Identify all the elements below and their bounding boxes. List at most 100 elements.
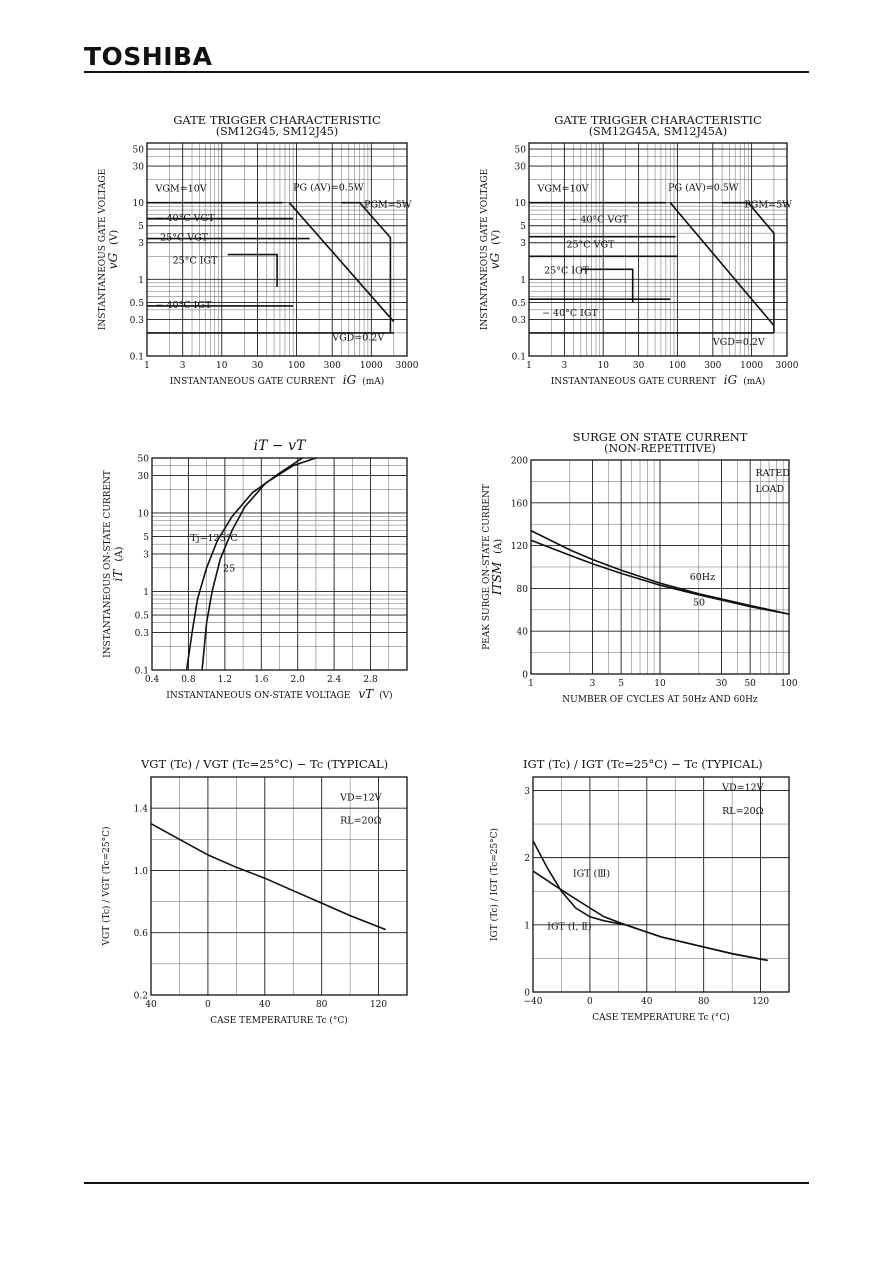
annotation-label: RL=20Ω bbox=[340, 816, 382, 827]
series-line-2 bbox=[201, 457, 317, 671]
annotation-label: 60Hz bbox=[690, 572, 715, 583]
chart-surge-current: SURGE ON STATE CURRENT(NON-REPETITIVE) 1 3… bbox=[482, 430, 798, 705]
chart-grid bbox=[530, 459, 790, 675]
annotation-label: 25 bbox=[223, 563, 235, 574]
chart-title: VGT (Tc) / VGT (Tc=25°C) − Tc (TYPICAL) bbox=[140, 757, 388, 771]
x-tick-label: 80 bbox=[316, 1000, 328, 1010]
y-tick-label: 0.2 bbox=[134, 992, 148, 1002]
chart-igt-vs-tc: IGT (Tc) / IGT (Tc=25°C) − Tc (TYPICAL) −… bbox=[489, 757, 790, 1023]
y-tick-label: 50 bbox=[138, 455, 150, 465]
annotation-label: 25°C VGT bbox=[566, 240, 615, 251]
series-line-8 bbox=[341, 201, 392, 333]
y-tick-label: 0.6 bbox=[134, 929, 149, 939]
chart-gate-trigger-a: GATE TRIGGER CHARACTERISTIC(SM12G45, SM1… bbox=[98, 113, 419, 387]
x-tick-label: 40 bbox=[145, 1000, 157, 1010]
plot-frame bbox=[532, 776, 790, 993]
x-tick-label: −40 bbox=[524, 997, 543, 1007]
chart-title: SURGE ON STATE CURRENT bbox=[573, 430, 748, 444]
chart-grid bbox=[150, 777, 407, 996]
y-tick-label: 30 bbox=[515, 163, 527, 173]
x-axis-label: CASE TEMPERATURE Tc (°C) bbox=[210, 1015, 348, 1026]
x-tick-label: 300 bbox=[704, 361, 721, 371]
y-axis-unit: vG(V) bbox=[106, 230, 120, 269]
x-axis-label: INSTANTANEOUS ON-STATE VOLTAGE vT (V) bbox=[166, 687, 392, 701]
x-tick-label: 2.8 bbox=[363, 675, 378, 685]
chart-gate-trigger-b: GATE TRIGGER CHARACTERISTIC(SM12G45A, SM… bbox=[480, 113, 799, 387]
annotation-label: VGM=10V bbox=[536, 183, 588, 194]
y-tick-label: 1 bbox=[520, 276, 526, 286]
y-tick-label: 1.0 bbox=[134, 867, 149, 877]
y-tick-label: 30 bbox=[133, 163, 145, 173]
x-tick-label: 80 bbox=[698, 997, 710, 1007]
x-tick-label: 30 bbox=[252, 361, 264, 371]
x-tick-label: 1 bbox=[526, 361, 532, 371]
plot-frame bbox=[150, 776, 408, 996]
x-tick-label: 120 bbox=[752, 997, 769, 1007]
header-rule bbox=[84, 71, 809, 73]
annotation-label: VGM=10V bbox=[155, 183, 207, 194]
chart-subtitle: (SM12G45, SM12J45) bbox=[216, 125, 338, 138]
chart-title: GATE TRIGGER CHARACTERISTIC bbox=[554, 113, 762, 127]
y-axis-unit: vG(V) bbox=[488, 230, 502, 269]
x-tick-label: 2.4 bbox=[327, 675, 342, 685]
series-line-2 bbox=[530, 539, 790, 615]
x-tick-label: 300 bbox=[324, 361, 341, 371]
y-tick-label: 2 bbox=[524, 854, 530, 864]
series-line-1 bbox=[185, 457, 303, 671]
x-tick-label: 0 bbox=[587, 997, 593, 1007]
series-line-2 bbox=[532, 870, 768, 962]
y-tick-label: 160 bbox=[511, 499, 528, 509]
x-tick-label: 120 bbox=[370, 1000, 387, 1010]
y-tick-label: 30 bbox=[138, 472, 150, 482]
chart-it-vt: iT − vT 0.4 0.8 1.2 1.6 2.0 2.4 2.8 0.1 0.3 0.5 1 3 5… bbox=[103, 438, 408, 701]
x-tick-label: 3000 bbox=[396, 361, 419, 371]
y-tick-label: 1.4 bbox=[134, 805, 149, 815]
y-tick-label: 50 bbox=[133, 146, 145, 156]
y-tick-label: 1 bbox=[138, 276, 144, 286]
x-tick-label: 10 bbox=[597, 361, 609, 371]
x-axis-label: INSTANTANEOUS GATE CURRENT iG (mA) bbox=[170, 373, 385, 387]
y-axis-label: INSTANTANEOUS ON-STATE CURRENT bbox=[103, 470, 113, 658]
series-line-4 bbox=[580, 268, 634, 303]
y-tick-label: 1 bbox=[143, 588, 149, 598]
annotation-label: Tj=125°C bbox=[190, 533, 237, 544]
x-tick-label: 30 bbox=[633, 361, 645, 371]
y-tick-label: 0.5 bbox=[135, 612, 150, 622]
annotation-label: LOAD bbox=[756, 484, 785, 495]
y-axis-unit: ITSM(A) bbox=[490, 539, 504, 596]
annotation-label: PGM=5W bbox=[364, 200, 412, 211]
y-tick-label: 0.3 bbox=[130, 316, 145, 326]
x-axis-label: INSTANTANEOUS GATE CURRENT iG (mA) bbox=[551, 373, 766, 387]
annotation-label: RL=20Ω bbox=[722, 806, 764, 817]
x-tick-label: 1000 bbox=[360, 361, 383, 371]
y-tick-label: 5 bbox=[138, 222, 144, 232]
annotation-label: 25°C IGT bbox=[544, 265, 589, 276]
y-axis-label: PEAK SURGE ON-STATE CURRENT bbox=[482, 484, 492, 650]
x-tick-label: 3 bbox=[562, 361, 568, 371]
y-tick-label: 0.3 bbox=[135, 629, 150, 639]
chart-grid bbox=[151, 457, 407, 671]
x-tick-label: 100 bbox=[669, 361, 686, 371]
x-tick-label: 1 bbox=[528, 679, 534, 689]
x-tick-label: 50 bbox=[744, 679, 756, 689]
x-tick-label: 40 bbox=[259, 1000, 271, 1010]
y-axis-label: INSTANTANEOUS GATE VOLTAGE bbox=[480, 169, 490, 330]
x-axis-label: CASE TEMPERATURE Tc (°C) bbox=[592, 1012, 730, 1023]
annotation-label: − 40°C VGT bbox=[156, 213, 216, 224]
x-tick-label: 3 bbox=[180, 361, 186, 371]
chart-subtitle: (SM12G45A, SM12J45A) bbox=[589, 125, 727, 138]
y-tick-label: 0 bbox=[522, 671, 528, 681]
x-tick-label: 10 bbox=[216, 361, 228, 371]
series-line-1 bbox=[530, 529, 790, 615]
y-tick-label: 10 bbox=[133, 199, 145, 209]
series-line-1 bbox=[150, 822, 386, 931]
chart-subtitle: (NON-REPETITIVE) bbox=[604, 442, 716, 455]
annotation-label: RATED bbox=[756, 468, 791, 479]
y-tick-label: 3 bbox=[520, 239, 526, 249]
x-tick-label: 2.0 bbox=[291, 675, 306, 685]
y-tick-label: 0 bbox=[524, 989, 530, 999]
chart-title: GATE TRIGGER CHARACTERISTIC bbox=[173, 113, 381, 127]
chart-title: iT − vT bbox=[254, 438, 307, 454]
y-tick-label: 40 bbox=[517, 628, 529, 638]
